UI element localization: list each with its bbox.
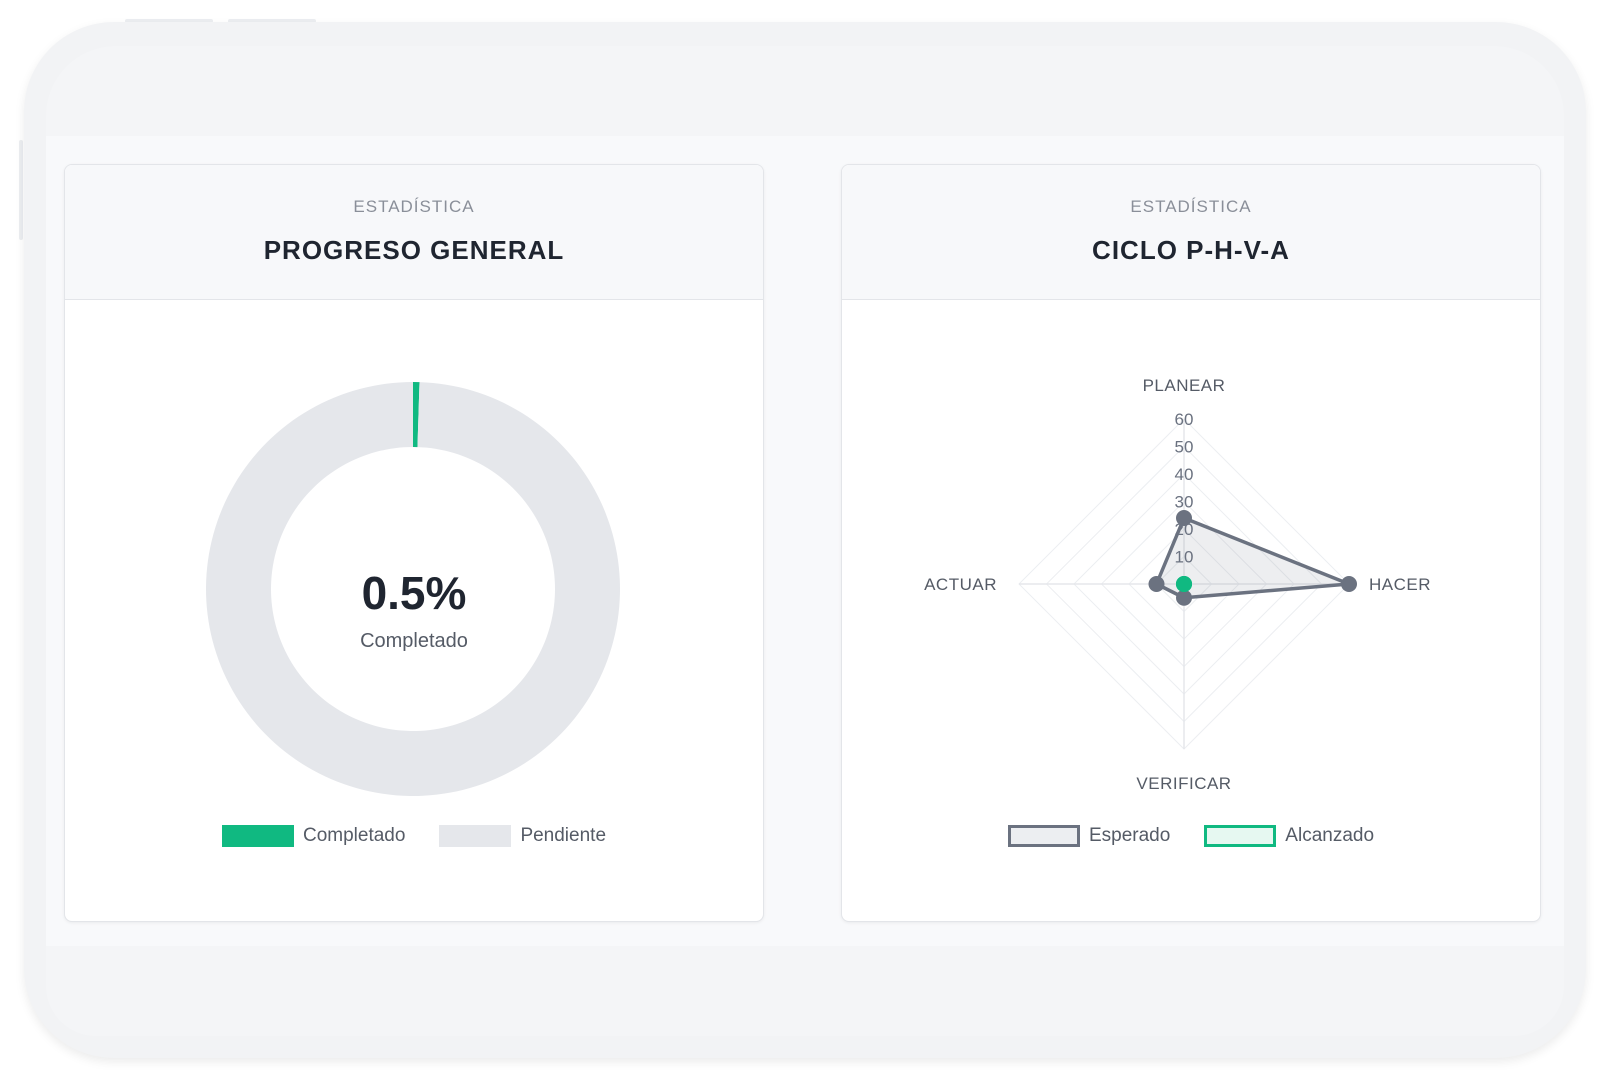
radar-tick-label: 60 [1175, 410, 1194, 429]
legend-swatch [439, 825, 512, 847]
card-header: ESTADÍSTICA CICLO P-H-V-A [842, 165, 1540, 300]
legend-label: Esperado [1088, 825, 1171, 846]
donut-slice-pendiente [206, 382, 621, 796]
legend-swatch [221, 825, 294, 847]
legend-label: Completado [302, 825, 406, 846]
center-value: 0.5% [362, 567, 467, 619]
radar-axis-label-hacer: HACER [1369, 575, 1431, 594]
legend-item-esperado[interactable]: Esperado [1007, 825, 1171, 847]
legend-item-alcanzado[interactable]: Alcanzado [1204, 825, 1374, 847]
legend-item-pendiente[interactable]: Pendiente [439, 825, 606, 847]
radar-chart: 10 20 30 40 50 60 PLANEAR HACER VERIFICAR ACTUAR [924, 376, 1431, 793]
card-title: CICLO P-H-V-A [1092, 235, 1290, 265]
legend-label: Pendiente [520, 825, 607, 846]
card-eyebrow: ESTADÍSTICA [1130, 197, 1252, 216]
radar-tick-label: 50 [1175, 438, 1194, 457]
radar-point-esperado [1148, 576, 1165, 592]
radar-axis-label-planear: PLANEAR [1143, 376, 1226, 395]
card-title: PROGRESO GENERAL [263, 235, 565, 265]
device-button [19, 140, 23, 240]
card-header: ESTADÍSTICA PROGRESO GENERAL [65, 165, 763, 300]
card-eyebrow: ESTADÍSTICA [353, 197, 475, 216]
radar-axis-label-actuar: ACTUAR [924, 575, 997, 594]
radar-point-esperado [1176, 510, 1192, 526]
radar-point-alcanzado [1176, 576, 1192, 592]
radar-point-esperado [1341, 576, 1357, 592]
device-button [228, 19, 316, 23]
radar-tick-label: 20 [1175, 520, 1194, 539]
device-button [125, 19, 213, 23]
cycle-card: ESTADÍSTICA CICLO P-H-V-A 10 20 30 40 50 60 PL… [841, 164, 1541, 922]
radar-legend: Esperado Alcanzado [842, 825, 1540, 847]
radar-tick-label: 30 [1175, 493, 1194, 512]
legend-swatch [1204, 825, 1277, 847]
radar-tick-label: 10 [1175, 548, 1194, 567]
radar-tick-label: 40 [1175, 465, 1194, 484]
donut-slice-completado [413, 382, 420, 448]
radar-axis-label-verificar: VERIFICAR [1136, 774, 1231, 793]
legend-label: Alcanzado [1285, 825, 1375, 846]
donut-legend: Completado Pendiente [65, 825, 763, 847]
donut-chart: 0.5% Completado [206, 382, 621, 796]
center-label: Completado [360, 630, 468, 652]
radar-point-esperado [1176, 589, 1192, 606]
progress-card: ESTADÍSTICA PROGRESO GENERAL 0.5% Comple… [64, 164, 764, 922]
legend-swatch [1007, 825, 1080, 847]
legend-item-completado[interactable]: Completado [221, 825, 406, 847]
